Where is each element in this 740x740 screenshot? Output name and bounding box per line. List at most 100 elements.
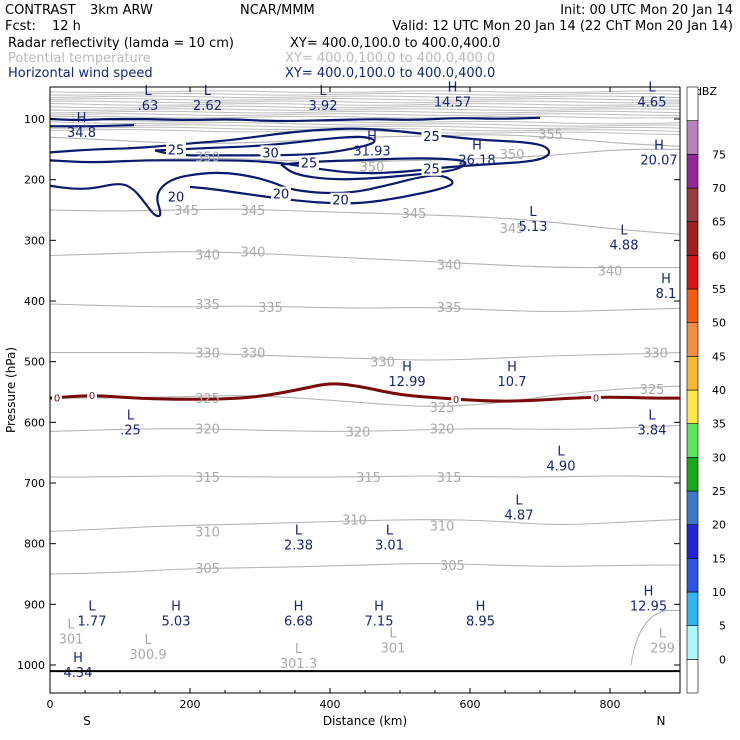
theta-contour-label: 325: [195, 392, 220, 407]
freezing-label-bg: [451, 394, 461, 405]
theta-contour-label: 350: [360, 160, 385, 175]
high-low-letter: L: [144, 633, 152, 648]
y-tick-label: 500: [24, 356, 45, 369]
colorbar-swatch: [686, 120, 699, 155]
colorbar-label: 75: [712, 148, 726, 161]
colorbar-label: 5: [719, 620, 726, 633]
high-low-value: 12.99: [388, 375, 425, 390]
colorbar-label: 45: [712, 350, 726, 363]
theta-contour-label: 350: [500, 148, 525, 163]
x-tick-label: 200: [180, 698, 201, 711]
theta-strat-line: [50, 110, 680, 114]
colorbar-swatch: [686, 221, 699, 256]
theta-contour-label: 335: [195, 298, 220, 313]
wind-contour-line: [50, 127, 551, 175]
theta-contour-label: 305: [440, 559, 465, 574]
x-tick-label: 800: [600, 698, 621, 711]
theta-contour-label: 320: [195, 422, 220, 437]
colorbar-swatch: [686, 524, 699, 559]
high-low-value: 6.68: [284, 614, 313, 629]
theta-contour-label: 345: [500, 222, 525, 237]
high-low-value: 301: [59, 633, 84, 648]
high-low-letter: L: [648, 408, 656, 423]
theta-contour-label: 330: [370, 356, 395, 371]
theta-contour-line: [50, 251, 680, 269]
colorbar-swatch: [686, 457, 699, 492]
high-low-value: 34.8: [67, 126, 96, 141]
theta-contour-label: 335: [258, 301, 283, 316]
high-low-letter: L: [295, 524, 303, 539]
freezing-level: 0 0 0 0: [50, 382, 680, 406]
high-low-letter: H: [171, 599, 181, 614]
high-low-letter: L: [620, 223, 628, 238]
theta-contour-line: [50, 563, 680, 575]
colorbar-label: 25: [712, 485, 726, 498]
theta-strat-line: [50, 124, 680, 129]
high-low-value: 3.01: [375, 539, 404, 554]
high-low-letter: L: [88, 599, 96, 614]
high-low-letter: H: [476, 599, 486, 614]
theta-contour-label: 310: [195, 526, 220, 541]
field-theta-xy: XY= 400.0,100.0 to 400.0,400.0: [285, 51, 495, 66]
high-low-value: 3.92: [309, 99, 338, 114]
wind-label-bg: [166, 189, 186, 204]
wind-contour-label: 20: [168, 191, 185, 206]
wind-contour-label: 25: [423, 163, 440, 178]
theta-strat-line: [50, 121, 680, 127]
theta-contour-line: [50, 518, 680, 533]
colorbar-label: 50: [712, 317, 726, 330]
theta-contour-label: 355: [538, 128, 563, 143]
y-axis-label: Pressure (hPa): [4, 347, 18, 433]
wind-label-bg: [330, 192, 351, 207]
high-low-letter: L: [144, 84, 152, 99]
high-low-value: 8.1: [656, 287, 677, 302]
theta-contour-label: 320: [430, 422, 455, 437]
high-low-letter: H: [448, 81, 458, 96]
header: CONTRAST 3km ARW NCAR/MMM Init: 00 UTC M…: [5, 3, 733, 81]
wind-contour-line: [154, 135, 376, 157]
high-low-value: .63: [138, 99, 159, 114]
theta-contour-label: 325: [640, 383, 665, 398]
high-low-letter: L: [127, 408, 135, 423]
freezing-label-bg: [591, 392, 601, 403]
high-low-letter: H: [661, 272, 671, 287]
colorbar-swatch: [686, 490, 699, 525]
colorbar-swatch: [686, 591, 699, 626]
wind-contour-line: [280, 157, 467, 181]
high-low-value: 31.93: [353, 144, 390, 159]
freezing-level-label: 0: [593, 393, 599, 404]
colorbar-swatch: [686, 558, 699, 593]
y-tick-label: 400: [24, 295, 45, 308]
x-end-label-south: S: [83, 714, 91, 728]
high-low-value: 299: [650, 642, 675, 657]
high-low-letter: H: [402, 360, 412, 375]
colorbar-label: 65: [712, 216, 726, 229]
high-low-value: 4.87: [505, 508, 534, 523]
theta-strat-line: [50, 108, 680, 111]
x-tick-label: 600: [460, 698, 481, 711]
wind-contour-line: [50, 116, 541, 123]
high-low-letter: L: [529, 205, 537, 220]
theta-contour-label: 350: [195, 151, 220, 166]
field-theta-name: Potential temperature: [8, 51, 151, 66]
theta-contour-label: 330: [195, 347, 220, 362]
high-low-value: 1.77: [78, 614, 107, 629]
wind-label-bg: [421, 128, 442, 143]
high-low-letter: L: [389, 627, 397, 642]
high-low-value: 20.07: [640, 153, 677, 168]
high-low-letter: H: [77, 111, 87, 126]
theta-strat-line: [50, 100, 680, 104]
colorbar-label: 10: [712, 586, 726, 599]
y-tick-label: 1000: [17, 659, 45, 672]
y-tick-label: 300: [24, 234, 45, 247]
theta-contour-label: 340: [598, 265, 623, 280]
wind-label-bg: [421, 161, 442, 176]
valid-time: Valid: 12 UTC Mon 20 Jan 14 (22 ChT Mon …: [392, 19, 733, 34]
theta-strat-line: [50, 98, 680, 101]
wind-contour-label: 20: [273, 188, 290, 203]
colorbar-label: 15: [712, 552, 726, 565]
wind-contour-label: 25: [168, 143, 185, 158]
theta-contour-line: [50, 352, 680, 361]
theta-contour-label: 340: [195, 248, 220, 263]
